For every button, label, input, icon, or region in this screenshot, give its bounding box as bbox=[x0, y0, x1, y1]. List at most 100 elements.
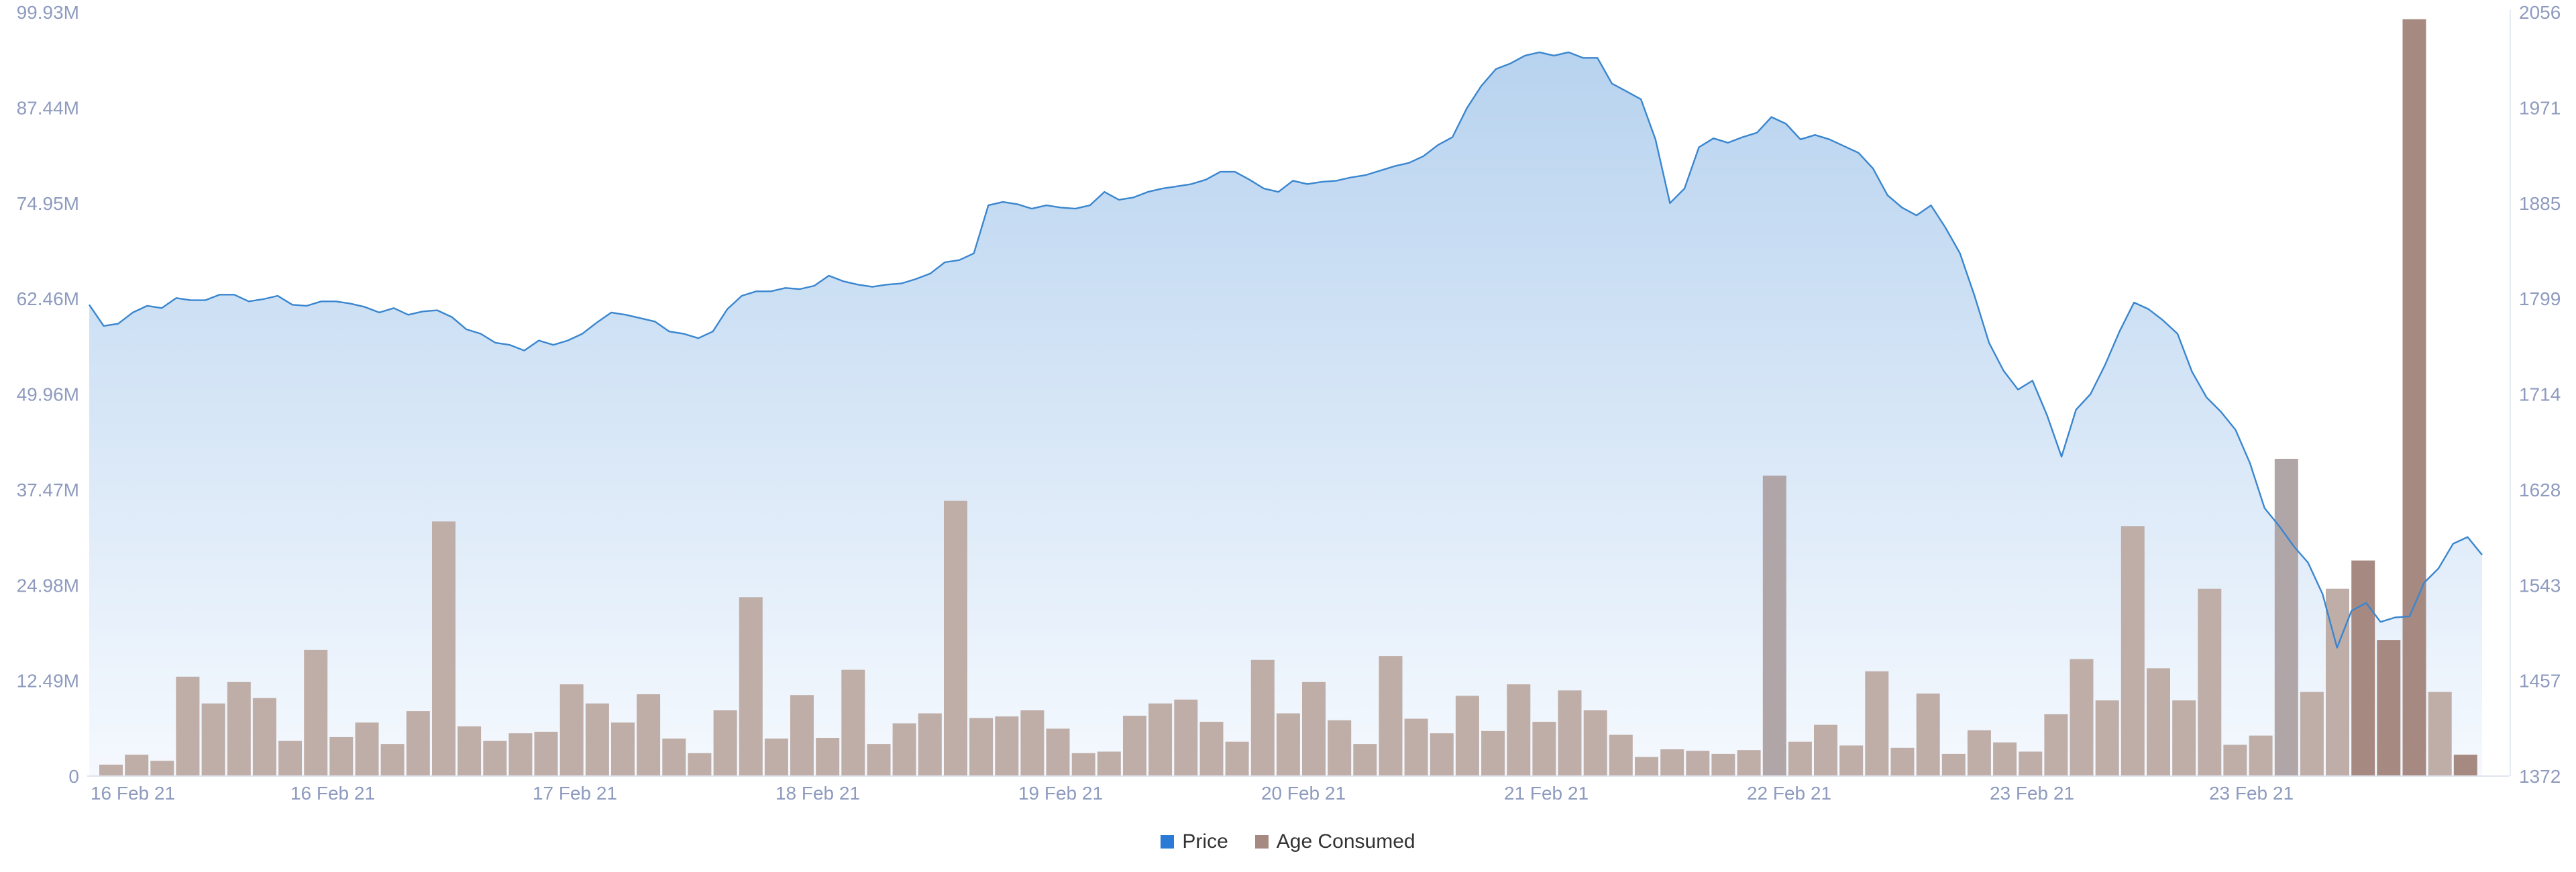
right-axis-tick-label: 2056 bbox=[2519, 2, 2561, 23]
age-consumed-bar[interactable] bbox=[1660, 749, 1684, 776]
age-consumed-bar[interactable] bbox=[1481, 730, 1505, 776]
age-consumed-bar[interactable] bbox=[1814, 724, 1837, 776]
age-consumed-bar[interactable] bbox=[1379, 656, 1403, 776]
age-consumed-bar[interactable] bbox=[458, 726, 482, 776]
age-consumed-bar[interactable] bbox=[790, 695, 814, 776]
age-consumed-bar[interactable] bbox=[867, 744, 891, 776]
age-consumed-bar[interactable] bbox=[304, 649, 328, 776]
age-consumed-bar[interactable] bbox=[1046, 728, 1070, 776]
age-consumed-bar[interactable] bbox=[1839, 745, 1864, 776]
age-consumed-bar[interactable] bbox=[969, 718, 994, 776]
age-consumed-bar[interactable] bbox=[662, 739, 686, 776]
age-consumed-bar[interactable] bbox=[1941, 753, 1966, 776]
age-consumed-bar[interactable] bbox=[201, 703, 225, 776]
age-consumed-bar[interactable] bbox=[1071, 753, 1095, 776]
age-consumed-bar[interactable] bbox=[1890, 747, 1915, 776]
age-consumed-bar[interactable] bbox=[1558, 690, 1582, 776]
age-consumed-bar[interactable] bbox=[1250, 659, 1275, 776]
age-consumed-bar[interactable] bbox=[2453, 755, 2477, 776]
age-consumed-bar[interactable] bbox=[534, 731, 558, 776]
age-consumed-bar[interactable] bbox=[1020, 710, 1044, 776]
age-consumed-bar[interactable] bbox=[841, 669, 865, 776]
age-consumed-bar[interactable] bbox=[2223, 745, 2247, 776]
age-consumed-bar[interactable] bbox=[1993, 742, 2017, 776]
age-consumed-bar[interactable] bbox=[688, 753, 712, 776]
age-consumed-bar[interactable] bbox=[355, 722, 379, 776]
age-consumed-bar[interactable] bbox=[2377, 640, 2401, 776]
age-consumed-bar[interactable] bbox=[227, 682, 251, 776]
age-consumed-bar[interactable] bbox=[1097, 751, 1121, 777]
age-consumed-bar[interactable] bbox=[1686, 751, 1710, 776]
age-consumed-bar[interactable] bbox=[1225, 741, 1249, 776]
age-consumed-bar[interactable] bbox=[1148, 703, 1173, 776]
age-consumed-bar[interactable] bbox=[2300, 692, 2324, 776]
age-consumed-bar[interactable] bbox=[1967, 730, 1991, 776]
age-consumed-bar[interactable] bbox=[1353, 744, 1377, 776]
age-consumed-bar[interactable] bbox=[1276, 713, 1300, 777]
age-consumed-bar[interactable] bbox=[713, 710, 737, 776]
age-consumed-bar[interactable] bbox=[1609, 734, 1633, 777]
age-consumed-bar[interactable] bbox=[99, 764, 123, 776]
age-consumed-bar[interactable] bbox=[2147, 668, 2170, 776]
legend-item-age-consumed[interactable]: Age Consumed bbox=[1254, 830, 1415, 853]
age-consumed-bar[interactable] bbox=[2198, 588, 2222, 776]
age-consumed-bar[interactable] bbox=[252, 698, 276, 776]
age-consumed-bar[interactable] bbox=[1199, 722, 1224, 776]
age-consumed-bar[interactable] bbox=[1762, 476, 1786, 776]
age-consumed-bar[interactable] bbox=[2249, 735, 2273, 776]
age-consumed-bar[interactable] bbox=[559, 684, 584, 776]
age-consumed-bar[interactable] bbox=[1532, 722, 1556, 776]
age-consumed-bar[interactable] bbox=[1404, 718, 1428, 777]
age-consumed-bar[interactable] bbox=[1123, 716, 1146, 776]
age-consumed-bar[interactable] bbox=[1635, 757, 1658, 777]
age-consumed-bar[interactable] bbox=[611, 722, 635, 776]
age-consumed-bar[interactable] bbox=[483, 741, 507, 776]
age-consumed-bar[interactable] bbox=[2095, 700, 2119, 776]
age-consumed-bar[interactable] bbox=[1737, 750, 1761, 776]
age-consumed-bar[interactable] bbox=[329, 737, 354, 776]
age-consumed-bar[interactable] bbox=[816, 738, 840, 776]
age-consumed-bar[interactable] bbox=[2044, 714, 2068, 776]
age-consumed-bar[interactable] bbox=[918, 713, 942, 777]
age-consumed-bar[interactable] bbox=[1174, 700, 1198, 776]
age-consumed-bar[interactable] bbox=[1865, 671, 1889, 776]
age-consumed-bar[interactable] bbox=[1430, 733, 1454, 776]
legend-item-price[interactable]: Price bbox=[1161, 830, 1228, 853]
age-consumed-bar[interactable] bbox=[739, 597, 763, 776]
age-consumed-bar[interactable] bbox=[892, 723, 916, 776]
age-consumed-bar[interactable] bbox=[2274, 459, 2298, 776]
age-consumed-bar[interactable] bbox=[995, 716, 1019, 776]
age-consumed-bar[interactable] bbox=[1507, 684, 1531, 776]
age-consumed-bar[interactable] bbox=[2351, 560, 2375, 776]
age-consumed-bar[interactable] bbox=[2070, 659, 2094, 776]
age-consumed-bar[interactable] bbox=[2428, 692, 2452, 776]
age-consumed-bar[interactable] bbox=[1916, 693, 1940, 776]
age-consumed-bar[interactable] bbox=[2121, 526, 2145, 776]
left-axis-tick-label: 62.46M bbox=[17, 288, 79, 309]
age-consumed-bar[interactable] bbox=[432, 521, 455, 776]
left-axis-tick-label: 74.95M bbox=[17, 193, 79, 214]
age-consumed-bar[interactable] bbox=[406, 711, 430, 776]
price-line[interactable] bbox=[89, 51, 2483, 649]
x-axis-tick-label: 23 Feb 21 bbox=[1990, 783, 2074, 804]
age-consumed-bar[interactable] bbox=[176, 676, 200, 776]
age-consumed-bar[interactable] bbox=[2172, 700, 2196, 776]
age-consumed-bar[interactable] bbox=[1583, 710, 1607, 776]
age-consumed-bar[interactable] bbox=[585, 703, 609, 776]
age-consumed-bar[interactable] bbox=[508, 733, 533, 776]
age-consumed-bar[interactable] bbox=[150, 761, 174, 776]
age-consumed-bar[interactable] bbox=[764, 739, 788, 776]
age-consumed-bar[interactable] bbox=[1328, 720, 1352, 776]
age-consumed-bar[interactable] bbox=[278, 741, 303, 776]
age-consumed-bar[interactable] bbox=[944, 500, 967, 776]
age-consumed-bar[interactable] bbox=[1788, 741, 1812, 776]
age-consumed-bar[interactable] bbox=[125, 755, 149, 776]
age-consumed-bar[interactable] bbox=[380, 744, 405, 776]
age-consumed-bar[interactable] bbox=[2019, 751, 2043, 777]
age-consumed-bar[interactable] bbox=[1455, 696, 1479, 776]
age-consumed-bar[interactable] bbox=[1302, 682, 1326, 776]
age-consumed-bar[interactable] bbox=[2402, 19, 2426, 777]
age-consumed-bar[interactable] bbox=[637, 694, 661, 776]
age-consumed-bar[interactable] bbox=[1711, 753, 1735, 776]
